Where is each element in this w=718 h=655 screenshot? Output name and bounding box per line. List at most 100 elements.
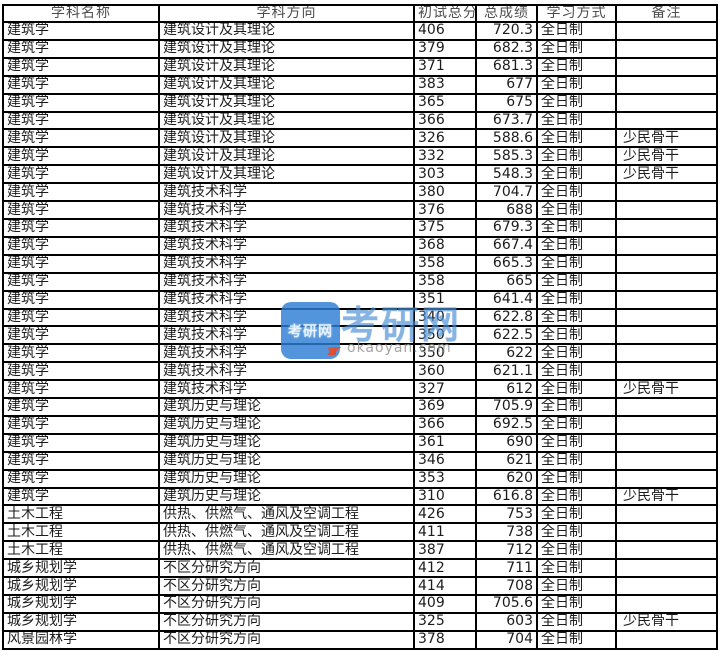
table-cell: [615, 558, 718, 579]
table-cell: 全日制: [536, 128, 617, 149]
table-cell: 704.7: [475, 182, 538, 203]
table-cell: 371: [413, 56, 477, 77]
table-cell: 建筑学: [2, 379, 160, 400]
table-cell: 690: [475, 432, 538, 453]
table-row: 建筑学 建筑历史与理论 346 621 全日制: [2, 450, 718, 471]
table-cell: [615, 325, 718, 346]
table-cell: 建筑设计及其理论: [158, 146, 415, 167]
table-row: 土木工程 供热、供燃气、通风及空调工程 411 738 全日制: [2, 522, 718, 543]
table-row: 建筑学 建筑历史与理论 310 616.8 全日制 少民骨干: [2, 486, 718, 507]
table-cell: 建筑设计及其理论: [158, 56, 415, 77]
table-cell: 少民骨干: [615, 128, 718, 149]
table-cell: 350: [413, 343, 477, 364]
table-cell: 全日制: [536, 397, 617, 417]
table-cell: 全日制: [536, 450, 617, 471]
table-row: 建筑学 建筑技术科学 368 667.4 全日制: [2, 235, 718, 256]
table-cell: [615, 540, 718, 561]
table-cell: 720.3: [475, 21, 538, 41]
table-cell: 350: [413, 325, 477, 346]
table-header: 学科名称 学科方向 初试总分 总成绩 学习方式 备注: [2, 4, 718, 23]
table-cell: 全日制: [536, 432, 617, 453]
watermark-domain-text: okaoyan.com: [347, 340, 452, 356]
table-cell: 585.3: [475, 146, 538, 167]
table-cell: 376: [413, 200, 477, 220]
table-cell: 建筑学: [2, 92, 160, 113]
table-cell: [615, 576, 718, 596]
table-cell: 621: [475, 450, 538, 471]
table-cell: 少民骨干: [615, 611, 718, 632]
table-cell: 406: [413, 21, 477, 41]
table-cell: 建筑设计及其理论: [158, 38, 415, 59]
table-cell: 414: [413, 576, 477, 596]
table-cell: 622: [475, 343, 538, 364]
table-cell: 建筑技术科学: [158, 289, 415, 310]
table-cell: 全日制: [536, 110, 617, 131]
table-cell: [615, 38, 718, 59]
table-cell: 全日制: [536, 540, 617, 561]
table-cell: 378: [413, 629, 477, 651]
table-cell: 建筑学: [2, 468, 160, 489]
table-cell: [615, 361, 718, 382]
table-cell: 全日制: [536, 307, 617, 328]
table-cell: [615, 235, 718, 256]
table-cell: [615, 271, 718, 292]
icon-corner-accent-icon: [327, 346, 336, 355]
table-row: 土木工程 供热、供燃气、通风及空调工程 426 753 全日制: [2, 504, 718, 525]
table-cell: 全日制: [536, 325, 617, 346]
table-row: 城乡规划学 不区分研究方向 325 603 全日制 少民骨干: [2, 611, 718, 632]
admission-scores-table: 学科名称 学科方向 初试总分 总成绩 学习方式 备注 建筑学 建筑设计及其理论 406 720.…: [2, 4, 718, 651]
table-cell: 全日制: [536, 522, 617, 543]
table-cell: 332: [413, 146, 477, 167]
table-cell: 380: [413, 182, 477, 203]
table-cell: 全日制: [536, 361, 617, 382]
table-cell: 409: [413, 594, 477, 614]
table-cell: 全日制: [536, 182, 617, 203]
table-row: 建筑学 建筑历史与理论 366 692.5 全日制: [2, 414, 718, 435]
table-cell: 682.3: [475, 38, 538, 59]
table-cell: 建筑设计及其理论: [158, 110, 415, 131]
kaoyan-logo-text: 考研网: [341, 303, 462, 347]
table-cell: 建筑学: [2, 289, 160, 310]
table-cell: 412: [413, 558, 477, 579]
header-row: 学科名称 学科方向 初试总分 总成绩 学习方式 备注: [2, 4, 718, 23]
table-cell: 全日制: [536, 164, 617, 185]
table-cell: 692.5: [475, 414, 538, 435]
column-header: 学科名称: [2, 4, 160, 23]
table-cell: 建筑学: [2, 414, 160, 435]
table-cell: 全日制: [536, 486, 617, 507]
table-cell: 城乡规划学: [2, 576, 160, 596]
table-cell: 全日制: [536, 504, 617, 525]
table-cell: [615, 110, 718, 131]
table-cell: [615, 432, 718, 453]
table-cell: 建筑学: [2, 182, 160, 203]
table-row: 风景园林学 不区分研究方向 378 704 全日制: [2, 629, 718, 651]
table-cell: 不区分研究方向: [158, 594, 415, 614]
table-cell: 全日制: [536, 343, 617, 364]
table-cell: 全日制: [536, 253, 617, 274]
table-cell: [615, 74, 718, 95]
table-cell: 风景园林学: [2, 629, 160, 651]
table-row: 城乡规划学 不区分研究方向 412 711 全日制: [2, 558, 718, 579]
table-cell: 358: [413, 271, 477, 292]
table-cell: 土木工程: [2, 540, 160, 561]
table-cell: 建筑学: [2, 450, 160, 471]
column-header: 学习方式: [536, 4, 617, 23]
table-cell: 708: [475, 576, 538, 596]
table-cell: 360: [413, 361, 477, 382]
table-cell: 612: [475, 379, 538, 400]
table-row: 建筑学 建筑设计及其理论 371 681.3 全日制: [2, 56, 718, 77]
table-row: 建筑学 建筑历史与理论 369 705.9 全日制: [2, 397, 718, 417]
table-cell: 供热、供燃气、通风及空调工程: [158, 504, 415, 525]
table-cell: 建筑学: [2, 307, 160, 328]
column-header: 学科方向: [158, 4, 415, 23]
table-cell: 建筑学: [2, 486, 160, 507]
table-cell: 375: [413, 217, 477, 238]
table-cell: 全日制: [536, 594, 617, 614]
table-cell: 383: [413, 74, 477, 95]
table-cell: 620: [475, 468, 538, 489]
table-cell: 621.1: [475, 361, 538, 382]
table-cell: 不区分研究方向: [158, 629, 415, 651]
table-cell: 705.9: [475, 397, 538, 417]
table-cell: [615, 594, 718, 614]
table-cell: 供热、供燃气、通风及空调工程: [158, 522, 415, 543]
